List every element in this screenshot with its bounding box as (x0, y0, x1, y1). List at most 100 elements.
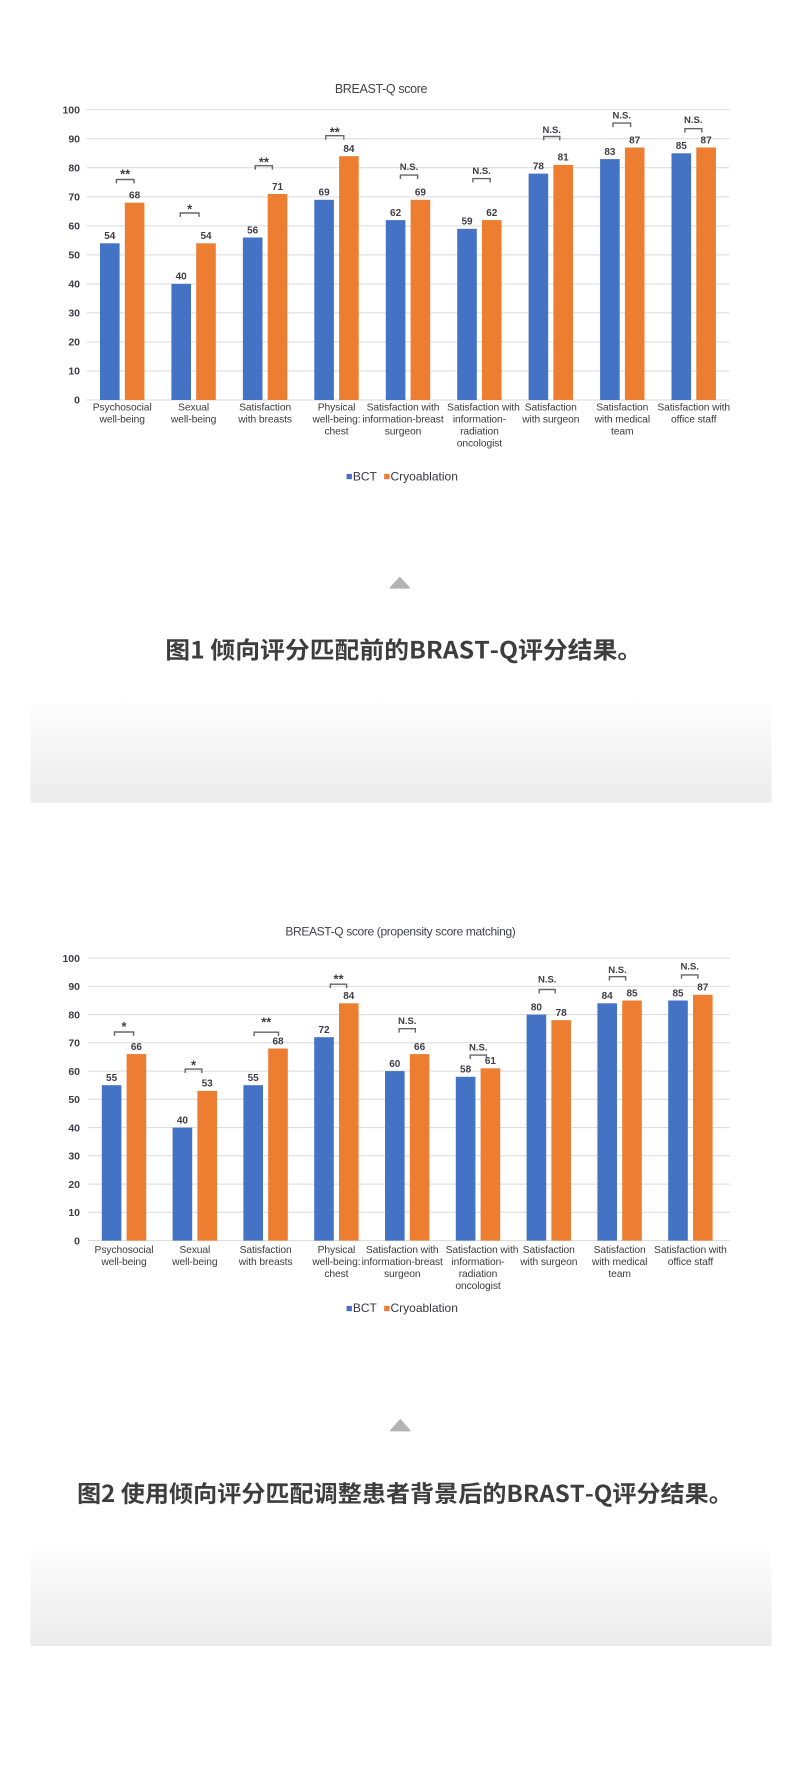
svg-text:85: 85 (626, 988, 638, 999)
svg-text:Physical: Physical (318, 1245, 356, 1256)
svg-text:Sexual: Sexual (179, 1245, 210, 1256)
svg-text:84: 84 (602, 991, 614, 1002)
svg-text:70: 70 (68, 192, 80, 204)
svg-text:information-: information- (453, 415, 506, 426)
svg-text:Sexual: Sexual (178, 403, 209, 414)
svg-text:50: 50 (68, 250, 80, 262)
svg-text:Cryoablation: Cryoablation (391, 1301, 458, 1315)
svg-text:radiation: radiation (459, 1269, 498, 1280)
svg-text:BREAST-Q score (propensity sco: BREAST-Q score (propensity score matchin… (285, 925, 515, 939)
svg-text:*: * (187, 202, 193, 217)
svg-text:60: 60 (389, 1059, 401, 1070)
svg-text:N.S.: N.S. (472, 166, 490, 177)
svg-text:**: ** (330, 125, 341, 140)
svg-text:53: 53 (202, 1079, 214, 1090)
svg-text:N.S.: N.S. (608, 965, 626, 976)
svg-text:Satisfaction: Satisfaction (525, 403, 577, 414)
svg-text:61: 61 (485, 1056, 497, 1067)
svg-text:N.S.: N.S. (613, 111, 631, 122)
svg-text:Satisfaction with: Satisfaction with (446, 1245, 519, 1256)
svg-text:well-being: well-being (170, 415, 217, 426)
svg-text:54: 54 (104, 231, 116, 242)
svg-text:10: 10 (68, 1207, 80, 1219)
svg-text:62: 62 (486, 208, 498, 219)
svg-text:0: 0 (74, 1235, 80, 1247)
svg-text:office staff: office staff (668, 1257, 714, 1268)
svg-text:60: 60 (68, 1066, 80, 1078)
svg-text:80: 80 (531, 1002, 543, 1013)
svg-text:surgeon: surgeon (385, 427, 422, 438)
svg-text:team: team (611, 427, 634, 438)
svg-text:80: 80 (68, 163, 80, 175)
svg-text:40: 40 (177, 1115, 189, 1126)
svg-text:85: 85 (676, 141, 688, 152)
svg-text:office staff: office staff (671, 415, 717, 426)
svg-text:Satisfaction: Satisfaction (239, 403, 291, 414)
svg-text:Psychosocial: Psychosocial (95, 1245, 154, 1256)
svg-text:information-breast: information-breast (362, 1257, 443, 1268)
svg-text:81: 81 (558, 153, 570, 164)
svg-text:**: ** (120, 167, 131, 182)
svg-text:N.S.: N.S. (400, 162, 418, 173)
svg-text:87: 87 (697, 983, 709, 994)
svg-text:radiation: radiation (460, 427, 499, 438)
svg-text:well-being:: well-being: (311, 1257, 360, 1268)
svg-text:*: * (191, 1058, 197, 1073)
svg-text:0: 0 (74, 395, 80, 407)
svg-text:58: 58 (460, 1065, 472, 1076)
svg-text:with surgeon: with surgeon (521, 415, 580, 426)
svg-text:BCT: BCT (353, 469, 378, 483)
svg-text:66: 66 (414, 1042, 426, 1053)
svg-text:with medical: with medical (591, 1257, 647, 1268)
svg-text:30: 30 (68, 308, 80, 320)
svg-text:72: 72 (318, 1025, 330, 1036)
svg-text:well-being: well-being (171, 1257, 218, 1268)
svg-text:30: 30 (68, 1151, 80, 1163)
svg-text:N.S.: N.S. (680, 962, 698, 973)
svg-text:Satisfaction with: Satisfaction with (366, 1245, 439, 1256)
svg-text:Satisfaction with: Satisfaction with (654, 1245, 727, 1256)
svg-text:N.S.: N.S. (398, 1016, 416, 1027)
svg-text:Satisfaction: Satisfaction (240, 1245, 292, 1256)
svg-text:well-being: well-being (99, 415, 146, 426)
svg-text:62: 62 (390, 208, 402, 219)
svg-text:84: 84 (343, 991, 355, 1002)
svg-text:69: 69 (319, 188, 331, 199)
svg-text:59: 59 (461, 217, 473, 228)
svg-text:information-: information- (451, 1257, 504, 1268)
svg-text:78: 78 (556, 1008, 568, 1019)
svg-text:55: 55 (248, 1073, 260, 1084)
svg-text:90: 90 (68, 134, 80, 146)
svg-text:surgeon: surgeon (384, 1269, 421, 1280)
svg-text:69: 69 (415, 188, 427, 199)
svg-text:84: 84 (343, 144, 355, 155)
svg-text:60: 60 (68, 221, 80, 233)
svg-text:with surgeon: with surgeon (519, 1257, 578, 1268)
svg-text:Physical: Physical (318, 403, 356, 414)
svg-text:40: 40 (68, 279, 80, 291)
svg-text:chest: chest (324, 1269, 348, 1280)
svg-text:N.S.: N.S. (538, 975, 556, 986)
svg-text:100: 100 (62, 953, 80, 965)
svg-text:20: 20 (68, 1179, 80, 1191)
svg-text:Satisfaction: Satisfaction (523, 1245, 575, 1256)
svg-text:71: 71 (272, 182, 284, 193)
svg-text:team: team (608, 1269, 631, 1280)
svg-text:83: 83 (604, 147, 616, 158)
svg-text:**: ** (333, 972, 344, 987)
svg-text:oncologist: oncologist (457, 439, 503, 450)
svg-text:54: 54 (200, 231, 212, 242)
svg-text:**: ** (261, 1015, 272, 1030)
svg-text:66: 66 (131, 1042, 143, 1053)
svg-text:Satisfaction with: Satisfaction with (447, 403, 520, 414)
svg-text:well-being: well-being (100, 1257, 147, 1268)
svg-text:N.S.: N.S. (469, 1043, 487, 1054)
svg-text:20: 20 (68, 337, 80, 349)
svg-text:well-being:: well-being: (311, 415, 360, 426)
svg-text:50: 50 (68, 1094, 80, 1106)
svg-text:Psychosocial: Psychosocial (93, 403, 152, 414)
svg-text:40: 40 (68, 1122, 80, 1134)
svg-text:BREAST-Q score: BREAST-Q score (335, 82, 428, 96)
svg-text:40: 40 (176, 272, 188, 283)
svg-text:information-breast: information-breast (362, 415, 443, 426)
